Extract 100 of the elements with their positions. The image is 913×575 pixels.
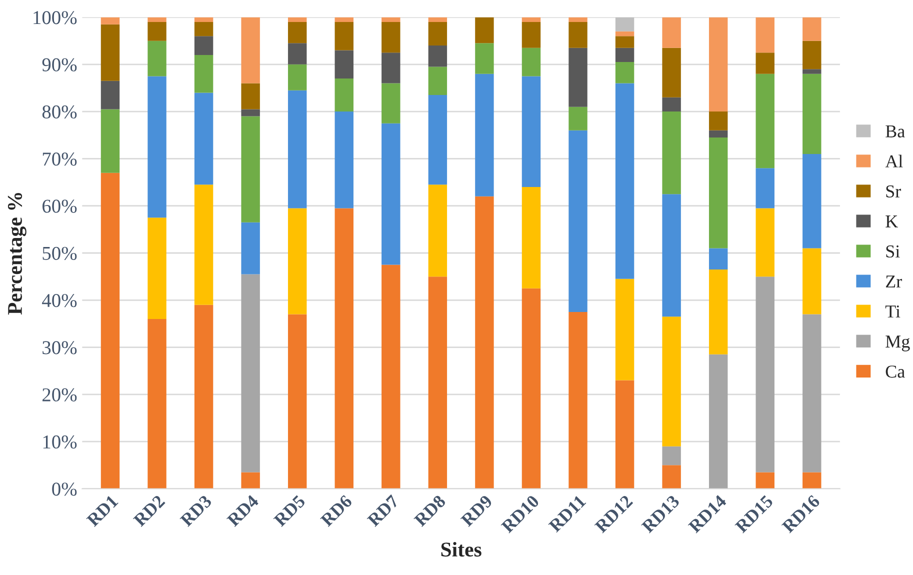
bar xyxy=(615,278,634,380)
bar xyxy=(148,319,166,489)
bar xyxy=(288,314,307,489)
bar xyxy=(662,112,681,194)
y-tick-label: 90% xyxy=(42,58,77,72)
bar xyxy=(194,22,214,36)
bar xyxy=(522,17,541,22)
bar xyxy=(428,46,448,67)
bar xyxy=(382,123,400,265)
bar xyxy=(615,48,634,62)
bar xyxy=(382,83,400,124)
bar xyxy=(568,130,588,312)
legend-label: Ba xyxy=(886,125,905,138)
bar xyxy=(708,112,728,130)
bar xyxy=(100,17,120,24)
legend-label: Sr xyxy=(886,185,901,198)
bar xyxy=(241,222,260,274)
bar xyxy=(194,184,214,305)
bar xyxy=(802,472,822,489)
bar xyxy=(522,186,541,288)
bar xyxy=(148,22,166,41)
bar xyxy=(475,196,494,489)
bar xyxy=(382,52,400,84)
y-tick-label: 50% xyxy=(42,246,77,260)
legend-label: Zr xyxy=(886,276,902,288)
bar xyxy=(708,270,728,354)
y-tick-label: 20% xyxy=(42,388,77,402)
bar xyxy=(568,48,588,107)
bar xyxy=(802,314,822,472)
y-tick-label: 70% xyxy=(42,152,77,166)
bar xyxy=(288,17,307,22)
bar xyxy=(288,208,307,314)
y-tick-label: 30% xyxy=(42,341,77,354)
bar xyxy=(522,48,541,76)
bar xyxy=(428,66,448,96)
y-tick-label: 60% xyxy=(42,200,77,213)
bar xyxy=(615,380,634,489)
bar xyxy=(568,22,588,48)
bar xyxy=(382,22,400,53)
bar xyxy=(756,74,774,168)
bar xyxy=(194,304,214,489)
bar xyxy=(334,50,354,79)
bar xyxy=(756,276,774,472)
bar xyxy=(756,472,774,489)
legend-label: Ti xyxy=(885,305,900,318)
bar xyxy=(568,17,588,22)
bar xyxy=(615,17,634,32)
bar xyxy=(662,446,681,466)
bar xyxy=(334,22,354,50)
bar xyxy=(382,264,400,489)
y-tick-label: 10% xyxy=(43,435,77,449)
bar xyxy=(148,40,166,76)
bar xyxy=(148,17,166,22)
bar xyxy=(194,92,214,185)
bar xyxy=(756,17,774,53)
bar xyxy=(662,17,681,48)
bar xyxy=(334,112,354,208)
bar xyxy=(148,76,166,218)
bar xyxy=(662,97,681,112)
y-tick-label: 80% xyxy=(42,105,77,119)
legend-label: Ca xyxy=(886,366,905,378)
bar xyxy=(802,154,822,248)
bar xyxy=(334,78,354,112)
legend-label: Mg xyxy=(886,336,910,352)
bar xyxy=(428,22,448,46)
legend-label: K xyxy=(886,216,898,228)
bar xyxy=(522,76,541,187)
x-axis-title: Sites xyxy=(441,542,482,557)
bar xyxy=(288,64,307,90)
bar xyxy=(708,17,728,112)
bar xyxy=(241,109,260,116)
bar xyxy=(241,17,260,84)
bar xyxy=(475,74,494,196)
bar xyxy=(802,74,822,154)
bar xyxy=(382,17,400,22)
bar xyxy=(100,80,120,110)
bar xyxy=(708,248,728,270)
bar xyxy=(756,168,774,208)
bar xyxy=(568,106,588,130)
bar xyxy=(756,52,774,74)
legend-label: Si xyxy=(886,245,900,258)
bar xyxy=(568,312,588,489)
bar xyxy=(615,62,634,84)
bar xyxy=(662,465,681,489)
bar xyxy=(334,17,354,22)
bar xyxy=(288,43,307,64)
bar xyxy=(100,109,120,173)
bar xyxy=(802,17,822,41)
bar xyxy=(662,48,681,98)
bar xyxy=(615,36,634,48)
bar xyxy=(662,316,681,446)
y-tick-label: 40% xyxy=(42,294,77,308)
bar xyxy=(100,24,120,81)
bar xyxy=(334,208,354,489)
bar xyxy=(802,69,822,74)
bar xyxy=(802,248,822,314)
bar xyxy=(615,83,634,279)
bar xyxy=(802,40,822,70)
bar xyxy=(288,90,307,208)
bar xyxy=(708,130,728,138)
